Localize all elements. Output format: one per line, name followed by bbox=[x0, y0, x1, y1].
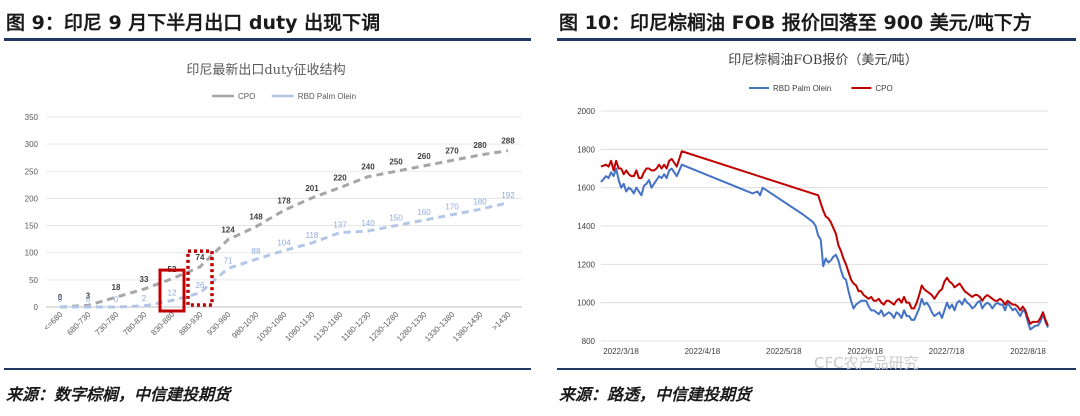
highlight-box-dotted bbox=[186, 249, 214, 307]
data-label: 71 bbox=[224, 256, 233, 265]
data-label: 0 bbox=[114, 295, 119, 304]
fob-price-chart: 印尼棕榈油FOB报价（美元/吨） RBD Palm Olein CPO 800 1000… bbox=[577, 53, 1049, 356]
data-label: 104 bbox=[277, 239, 291, 248]
data-label: 88 bbox=[252, 247, 261, 256]
y-tick-label: 1600 bbox=[577, 184, 595, 193]
series-line-cpo bbox=[600, 150, 1049, 327]
y-tick-label: 150 bbox=[25, 222, 39, 231]
data-label: 124 bbox=[221, 226, 235, 235]
y-tick-label: 1000 bbox=[577, 299, 595, 308]
series-line-cpo bbox=[59, 149, 509, 309]
data-label: 270 bbox=[445, 146, 459, 155]
x-tick-label: 2022/7/18 bbox=[929, 347, 965, 356]
figure-10-source: 来源：路透，中信建投期货 bbox=[559, 385, 752, 404]
data-label: 192 bbox=[501, 191, 515, 200]
data-label: 74 bbox=[196, 253, 205, 262]
data-label: 170 bbox=[445, 203, 459, 212]
data-label: 240 bbox=[361, 163, 375, 172]
wechat-watermark: CFC农产品研究 bbox=[814, 354, 919, 372]
x-tick-label: 2022/8/18 bbox=[1010, 347, 1046, 356]
data-label: 33 bbox=[140, 275, 149, 284]
x-tick-label: 2022/3/18 bbox=[603, 347, 639, 356]
data-label: 12 bbox=[168, 288, 177, 297]
y-tick-label: 50 bbox=[29, 276, 38, 285]
series-line-rbd bbox=[60, 201, 509, 309]
bottom-rule bbox=[4, 368, 531, 370]
data-label: 250 bbox=[389, 157, 403, 166]
data-label: 0 bbox=[58, 293, 63, 302]
legend-label-1: RBD Palm Olein bbox=[298, 92, 356, 101]
data-label: 0 bbox=[58, 295, 63, 304]
data-label: 150 bbox=[389, 214, 403, 223]
data-label: 201 bbox=[305, 184, 319, 193]
y-tick-label: 1200 bbox=[577, 260, 595, 269]
x-tick-label: 1380-1430 bbox=[451, 310, 485, 344]
chart-title: 印尼最新出口duty征收结构 bbox=[186, 62, 345, 78]
y-tick-label: 1800 bbox=[577, 145, 595, 154]
figure-9: 图 9：印尼 9 月下半月出口 duty 出现下调 印尼最新出口duty征收结构… bbox=[0, 0, 535, 416]
x-tick-label: 2022/4/18 bbox=[685, 347, 721, 356]
data-label: 2 bbox=[142, 294, 147, 303]
series-line-rbd-palm-olein bbox=[600, 163, 1049, 331]
title-rule bbox=[4, 38, 531, 41]
x-tick-label: 680-730 bbox=[65, 310, 93, 338]
figure-10: 图 10：印尼棕榈油 FOB 报价回落至 900 美元/吨下方 印尼棕榈油FOB… bbox=[553, 0, 1080, 416]
x-tick-label: <=680 bbox=[42, 310, 65, 333]
data-label: 148 bbox=[249, 213, 263, 222]
x-tick-label: >1430 bbox=[490, 310, 513, 333]
legend-label-1: CPO bbox=[875, 84, 892, 93]
duty-structure-chart: 印尼最新出口duty征收结构 CPO RBD Palm Olein 0 50 100 150… bbox=[25, 62, 522, 344]
x-tick-label: 1030-1080 bbox=[255, 310, 289, 344]
y-tick-label: 350 bbox=[25, 113, 39, 122]
figure-9-source: 来源：数字棕榈，中信建投期货 bbox=[6, 385, 231, 404]
x-tick-label: 780-830 bbox=[121, 310, 149, 338]
x-tick-label: 880-930 bbox=[177, 310, 205, 338]
data-label: 26 bbox=[196, 281, 205, 290]
data-label: 288 bbox=[501, 137, 515, 146]
legend-label-0: RBD Palm Olein bbox=[773, 84, 831, 93]
data-label: 137 bbox=[333, 221, 347, 230]
data-label: 18 bbox=[112, 283, 121, 292]
legend-label-0: CPO bbox=[238, 92, 255, 101]
data-label: 118 bbox=[306, 231, 319, 240]
x-tick-label: 2022/6/18 bbox=[847, 347, 883, 356]
x-tick-label: 830-880 bbox=[149, 310, 177, 338]
title-rule bbox=[557, 38, 1076, 41]
data-label: 220 bbox=[333, 174, 347, 183]
x-tick-label: 730-780 bbox=[93, 310, 121, 338]
data-label: 160 bbox=[417, 208, 431, 217]
highlight-box-solid bbox=[158, 268, 186, 313]
y-tick-label: 200 bbox=[25, 194, 39, 203]
y-tick-label: 300 bbox=[25, 140, 39, 149]
data-label: 140 bbox=[361, 219, 375, 228]
data-label: 280 bbox=[473, 141, 487, 150]
data-label: 178 bbox=[277, 196, 291, 205]
y-tick-label: 250 bbox=[25, 167, 39, 176]
data-label: 260 bbox=[417, 152, 431, 161]
x-tick-label: 1080-1130 bbox=[283, 310, 316, 343]
figure-9-title: 图 9：印尼 9 月下半月出口 duty 出现下调 bbox=[6, 12, 381, 34]
y-tick-label: 0 bbox=[34, 303, 39, 312]
y-tick-label: 2000 bbox=[577, 107, 595, 116]
y-tick-label: 1400 bbox=[577, 222, 595, 231]
data-label: 3 bbox=[86, 291, 91, 300]
x-tick-label: 2022/5/18 bbox=[766, 347, 802, 356]
y-tick-label: 800 bbox=[582, 337, 596, 346]
x-tick-label: 930-980 bbox=[205, 310, 233, 338]
figure-10-title: 图 10：印尼棕榈油 FOB 报价回落至 900 美元/吨下方 bbox=[559, 12, 1032, 34]
bottom-rule bbox=[557, 368, 1076, 370]
data-label: 180 bbox=[473, 197, 487, 206]
y-tick-label: 100 bbox=[25, 249, 39, 258]
chart-title: 印尼棕榈油FOB报价（美元/吨） bbox=[728, 53, 918, 68]
data-label: 0 bbox=[86, 295, 91, 304]
